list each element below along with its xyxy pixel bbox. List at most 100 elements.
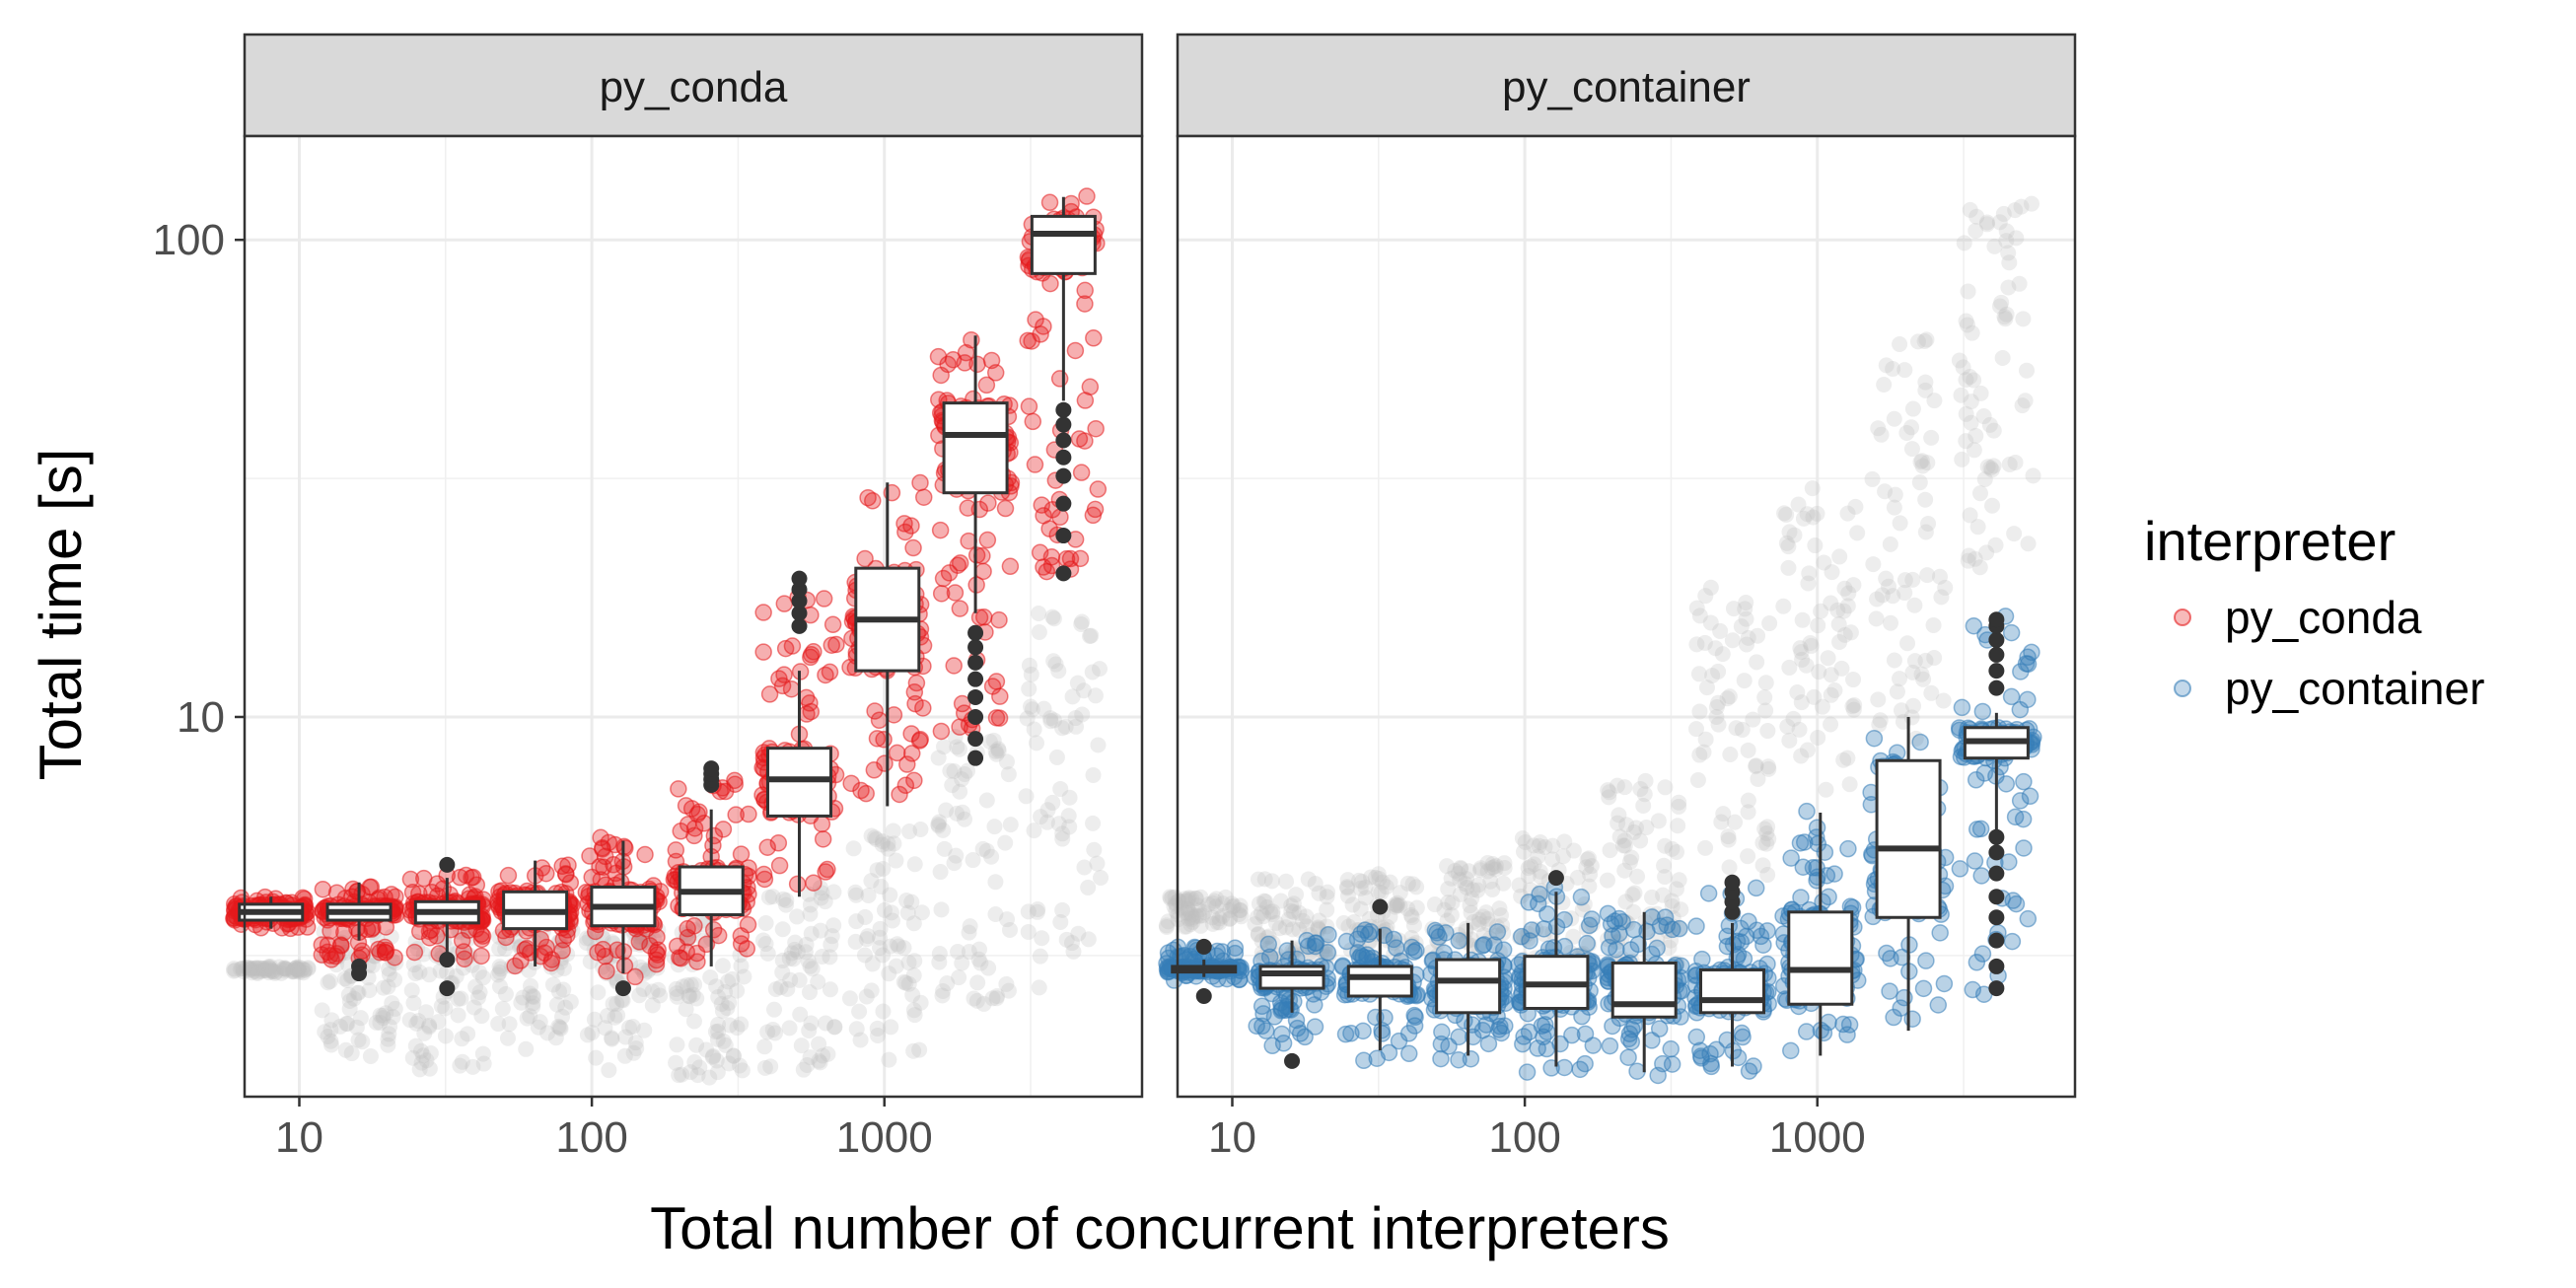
background-point [1886,499,1902,516]
background-point [1636,786,1653,803]
data-point [1687,1028,1706,1046]
background-point [1206,893,1223,909]
background-point [433,998,450,1015]
panel-py-container: py_container 10 100 1000 [1158,33,2077,1162]
data-point [732,935,751,953]
data-point [1555,937,1574,956]
background-point [1925,616,1942,633]
background-point [1436,901,1453,918]
data-point [1361,922,1380,941]
data-point [1576,1025,1595,1043]
data-point [1968,821,1986,838]
background-point [868,830,885,847]
background-point [242,960,258,976]
background-point [605,995,621,1012]
background-point [1799,742,1816,758]
background-point [412,1042,429,1059]
background-point [1987,537,2004,553]
background-point [1339,888,1356,904]
background-point [729,982,746,999]
background-point [789,944,806,961]
background-point [616,1047,633,1064]
data-point [630,933,649,951]
x-tick-label: 100 [555,1113,627,1162]
background-point [1625,823,1642,840]
background-point [492,961,509,977]
background-point [1440,894,1457,911]
background-point [1664,840,1681,857]
background-point [1196,904,1213,921]
background-point [813,890,829,906]
background-point [1839,750,1856,766]
background-point [898,893,915,909]
background-point [852,1032,869,1048]
background-point [1284,921,1301,938]
background-point [810,973,826,990]
background-point [1352,880,1369,896]
box [1258,965,1325,990]
data-point [1041,274,1059,293]
data-point [1070,430,1089,448]
data-point [1426,921,1445,940]
background-point [350,1032,367,1048]
data-point [1087,419,1105,438]
background-point [875,860,892,877]
background-point [1998,223,2015,240]
background-point [243,961,259,977]
background-point [1181,904,1198,921]
data-point [537,864,555,883]
background-point [1085,766,1102,783]
background-point [550,933,567,950]
background-point [880,840,896,857]
outlier-point [967,750,984,766]
background-point [322,972,338,989]
background-point [847,933,864,950]
background-point [882,938,898,955]
data-point [1252,997,1271,1016]
background-point [799,1056,816,1073]
background-point [1824,564,1840,581]
background-point [999,911,1016,928]
background-point [965,852,981,869]
outlier-point [1055,416,1072,433]
background-point [1911,474,1928,491]
background-point [1247,916,1263,933]
background-point [260,959,277,975]
data-point [679,928,697,947]
background-point [1668,881,1684,897]
background-point [1256,871,1273,888]
data-point [1968,954,1986,971]
background-point [934,987,951,1004]
background-point [939,975,956,992]
background-point [226,963,243,979]
background-point [1830,615,1847,632]
data-point [1758,922,1776,940]
background-point [341,1000,358,1017]
background-point [983,848,1000,865]
background-point [1986,238,2003,254]
data-point [905,771,923,790]
background-point [625,1044,642,1061]
background-point [900,975,917,992]
data-point [1380,1043,1398,1062]
data-point [1035,318,1052,335]
background-point [1513,888,1530,904]
background-point [1033,809,1049,825]
background-point [1517,833,1534,850]
data-point [902,517,920,535]
data-point [956,354,973,372]
data-point [769,834,788,852]
background-point [1354,873,1371,890]
background-point [1616,779,1633,796]
background-point [1738,610,1754,627]
background-point [2006,526,2023,542]
background-point [1311,912,1327,929]
background-point [512,939,529,956]
data-point [377,941,395,960]
background-point [1953,387,1969,403]
data-point [1536,1016,1554,1034]
background-point [383,928,399,945]
background-point [604,1031,620,1047]
background-point [845,840,862,857]
background-point [1452,886,1468,902]
